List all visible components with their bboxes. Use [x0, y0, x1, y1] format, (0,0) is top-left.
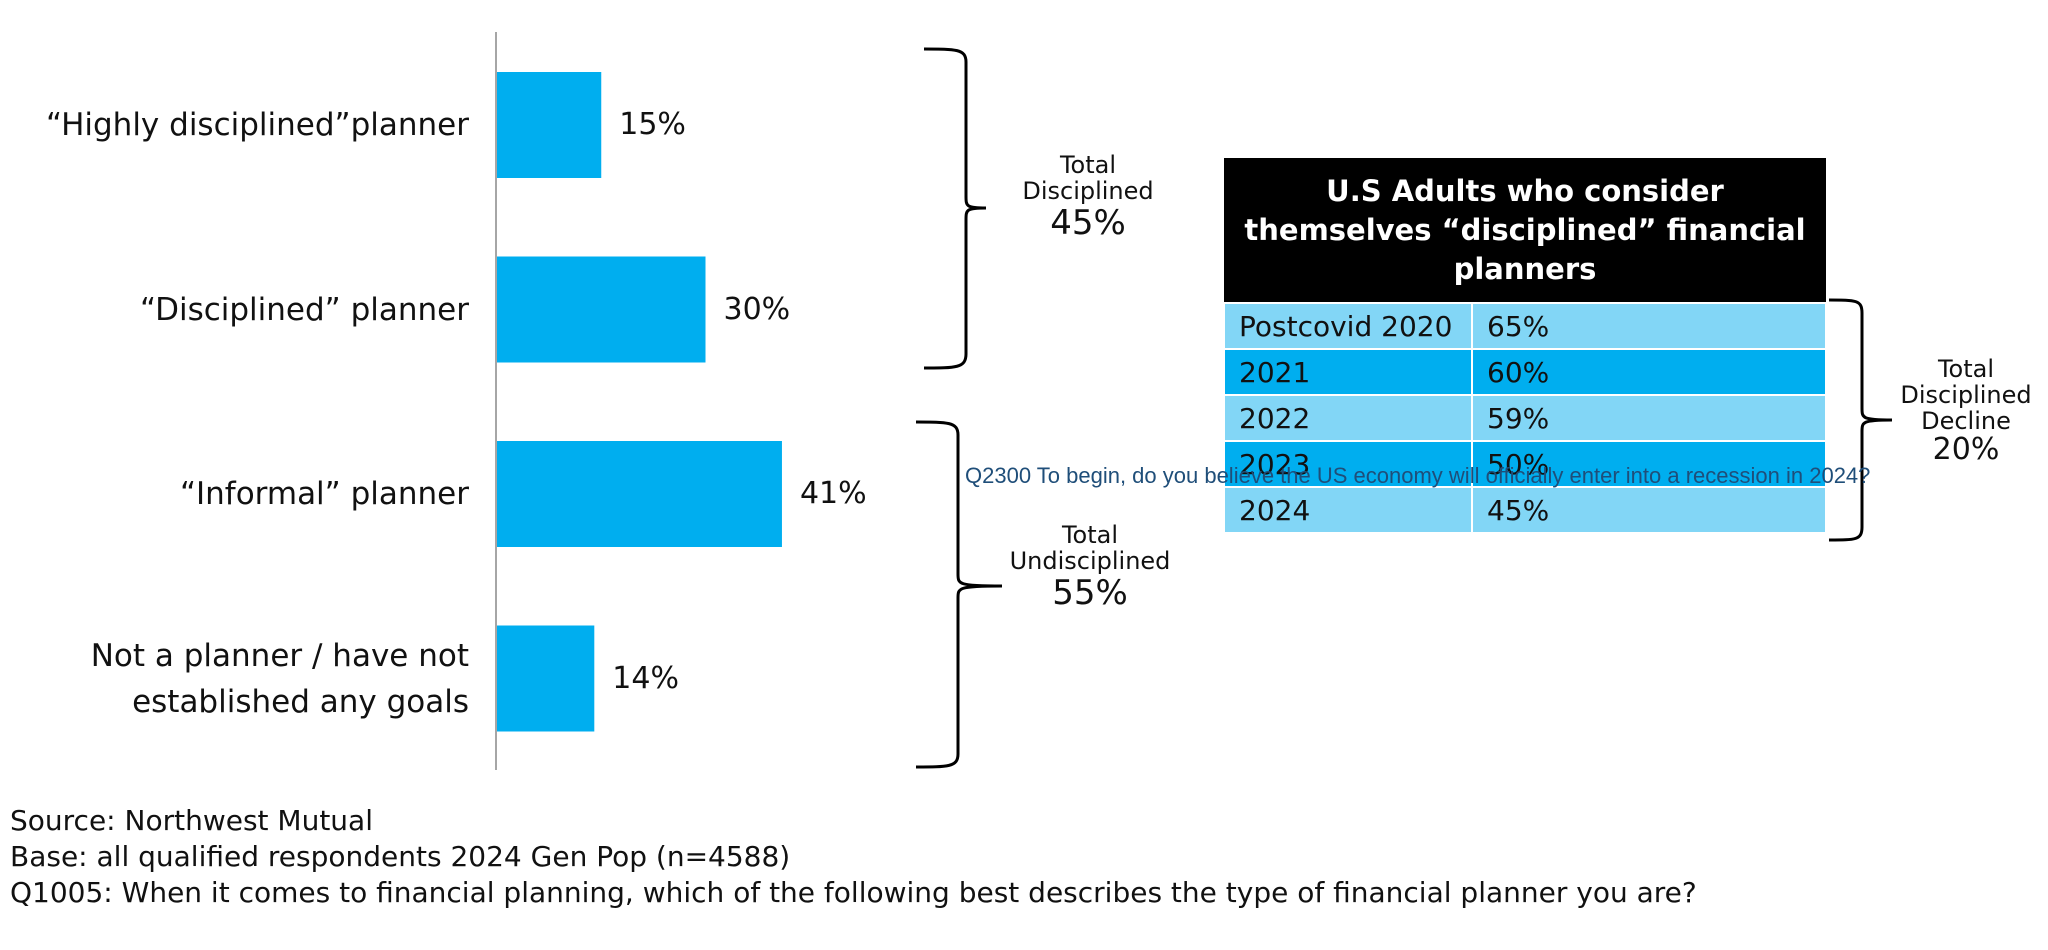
bar-value-label: 30%	[723, 291, 791, 327]
side-label-total-disciplined-decline: Total Disciplined Decline 20%	[1890, 356, 2042, 466]
group-label-line: Total	[1061, 521, 1119, 549]
bar	[497, 441, 782, 547]
side-label-line: Decline	[1921, 407, 2011, 435]
category-label-line: “Highly disciplined”planner	[45, 107, 469, 143]
bar	[497, 72, 602, 178]
table-cell-year: 2024	[1223, 486, 1473, 534]
table-cell-year: 2022	[1223, 394, 1473, 442]
category-label: Not a planner / have not established any …	[0, 633, 469, 725]
bar-value-label: 14%	[612, 660, 679, 696]
footnote-question: Q1005: When it comes to financial planni…	[10, 876, 1697, 909]
footnote-base: Base: all qualified respondents 2024 Gen…	[10, 840, 791, 873]
table-cell-year: 2021	[1223, 348, 1473, 396]
bar-value-label: 15%	[619, 107, 686, 142]
bar	[497, 256, 706, 363]
group-label-total-disciplined: Total Disciplined 45%	[1000, 152, 1176, 242]
bracket-total-disciplined-decline	[1828, 298, 1893, 542]
bar-value-label: 41%	[799, 476, 867, 511]
trend-table: U.S Adults who consider themselves “disc…	[1223, 158, 1827, 534]
bracket-total-undisciplined	[915, 420, 1003, 769]
category-label-line: established any goals	[132, 683, 469, 720]
side-label-value: 20%	[1932, 432, 2000, 467]
side-label-line: Total	[1937, 355, 1995, 383]
bar	[497, 625, 595, 732]
table-cell-value: 45%	[1471, 486, 1827, 534]
table-cell-value: 59%	[1471, 394, 1827, 442]
group-label-line: Undisciplined	[1009, 547, 1171, 575]
table-cell-year: Postcovid 2020	[1223, 302, 1473, 350]
table-cell-value: 65%	[1471, 302, 1827, 350]
table-cell-value: 50%	[1471, 440, 1827, 488]
category-label: “Informal” planner	[0, 471, 469, 517]
group-value: 45%	[1050, 203, 1126, 243]
category-label-line: “Disciplined” planner	[139, 291, 469, 328]
category-label-line: Not a planner / have not	[90, 637, 469, 674]
group-label-line: Total	[1059, 151, 1117, 179]
group-value: 55%	[1052, 573, 1128, 613]
category-label: “Highly disciplined”planner	[0, 102, 469, 148]
category-label: “Disciplined” planner	[0, 287, 469, 333]
group-label-line: Disciplined	[1022, 177, 1154, 205]
table-cell-value: 60%	[1471, 348, 1827, 396]
table-row: 2022 59%	[1223, 394, 1827, 442]
footnotes: Source: Northwest Mutual Base: all quali…	[10, 803, 1697, 911]
side-label-line: Disciplined	[1900, 381, 2032, 409]
table-row: 2024 45%	[1223, 486, 1827, 534]
group-label-total-undisciplined: Total Undisciplined 55%	[1000, 522, 1180, 612]
table-header: U.S Adults who consider themselves “disc…	[1224, 158, 1826, 303]
table-row: 2021 60%	[1223, 348, 1827, 396]
footnote-source: Source: Northwest Mutual	[10, 804, 373, 837]
bracket-total-disciplined	[923, 47, 987, 370]
table-row: Postcovid 2020 65%	[1223, 302, 1827, 350]
category-label-line: “Informal” planner	[179, 476, 469, 512]
table-cell-year: 2023	[1223, 440, 1473, 488]
table-row: 2023 50%	[1223, 440, 1827, 488]
overlay-question-note: Q2300 To begin, do you believe the US ec…	[965, 463, 1871, 488]
